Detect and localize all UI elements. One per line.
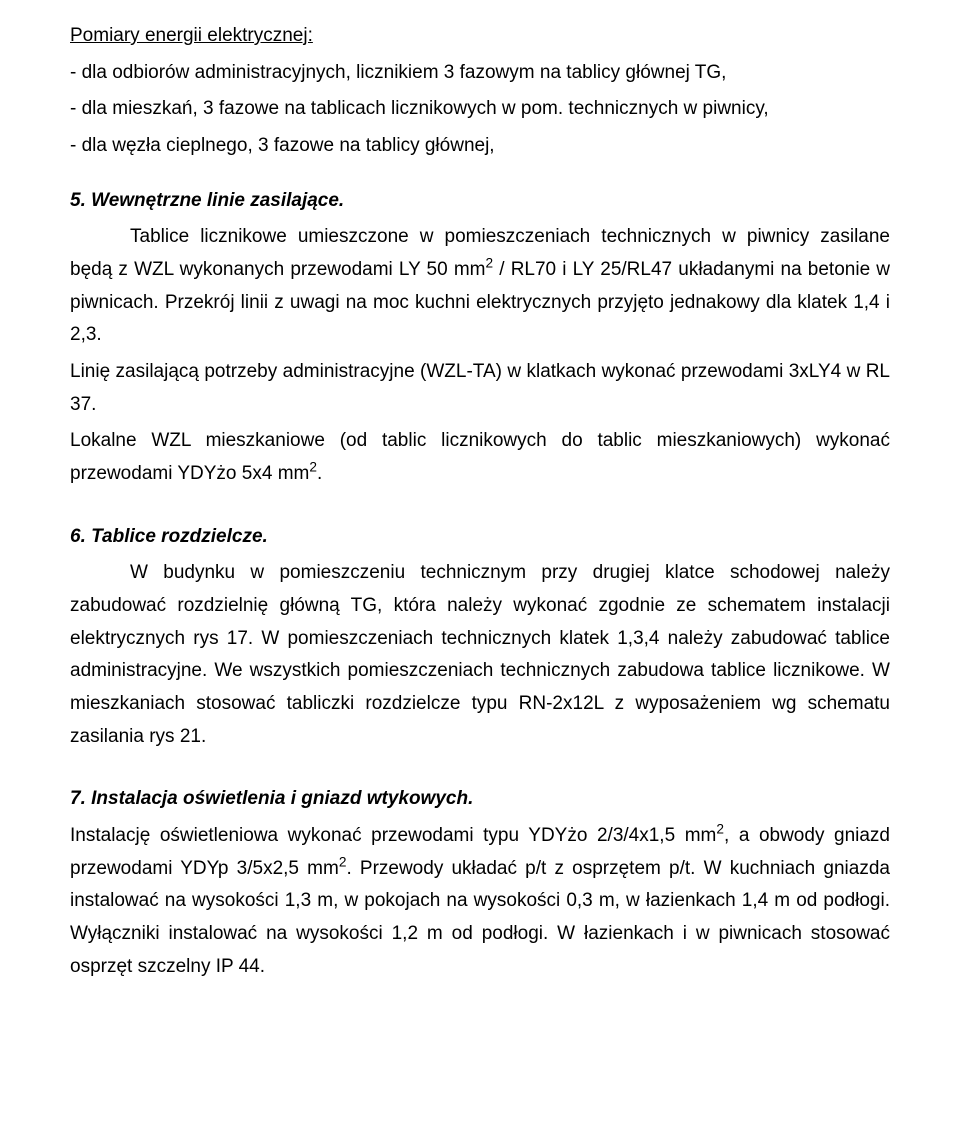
text-run: Lokalne WZL mieszkaniowe (od tablic licz… [70, 430, 890, 484]
section-title-pomiary: Pomiary energii elektrycznej: [70, 20, 890, 53]
paragraph: Tablice licznikowe umieszczone w pomiesz… [70, 221, 890, 352]
text-run: Instalację oświetleniowa wykonać przewod… [70, 825, 716, 846]
bullet-item: - dla węzła cieplnego, 3 fazowe na tabli… [70, 130, 890, 163]
bullet-item: - dla mieszkań, 3 fazowe na tablicach li… [70, 93, 890, 126]
spacer [70, 167, 890, 185]
document-page: Pomiary energii elektrycznej: - dla odbi… [0, 0, 960, 1142]
paragraph: Instalację oświetleniowa wykonać przewod… [70, 820, 890, 983]
text-run: . [317, 463, 322, 484]
superscript: 2 [486, 256, 494, 271]
paragraph: Lokalne WZL mieszkaniowe (od tablic licz… [70, 425, 890, 490]
superscript: 2 [309, 460, 317, 475]
section-heading-6: 6. Tablice rozdzielcze. [70, 521, 890, 554]
spacer [70, 495, 890, 521]
spacer [70, 757, 890, 783]
paragraph: W budynku w pomieszczeniu technicznym pr… [70, 557, 890, 753]
superscript: 2 [716, 822, 724, 837]
bullet-item: - dla odbiorów administracyjnych, liczni… [70, 57, 890, 90]
section-heading-7: 7. Instalacja oświetlenia i gniazd wtyko… [70, 783, 890, 816]
section-heading-5: 5. Wewnętrzne linie zasilające. [70, 185, 890, 218]
paragraph: Linię zasilającą potrzeby administracyjn… [70, 356, 890, 421]
